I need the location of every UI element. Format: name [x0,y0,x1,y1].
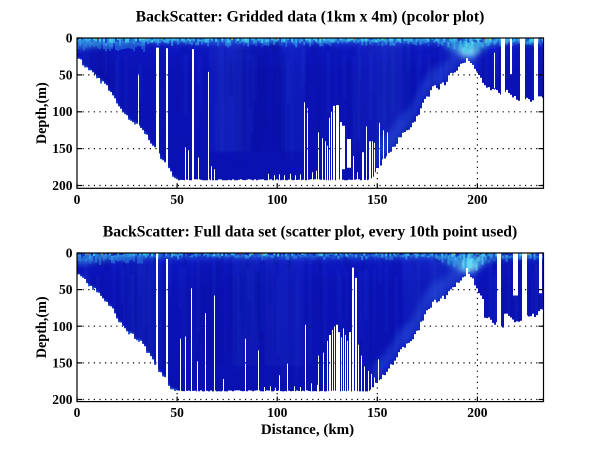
svg-text:200: 200 [467,192,488,207]
svg-text:BackScatter: Gridded data (1km: BackScatter: Gridded data (1km x 4m) (pc… [136,9,485,26]
svg-text:100: 100 [52,104,73,119]
svg-text:200: 200 [467,405,488,420]
svg-text:200: 200 [52,178,73,193]
svg-text:100: 100 [52,319,73,334]
svg-text:100: 100 [267,405,288,420]
svg-text:100: 100 [267,192,288,207]
svg-text:50: 50 [170,405,184,420]
svg-text:50: 50 [59,67,73,82]
svg-text:50: 50 [170,192,184,207]
svg-text:0: 0 [66,31,73,46]
svg-text:150: 150 [52,141,73,156]
svg-text:150: 150 [367,192,388,207]
svg-text:Depth,(m): Depth,(m) [34,82,50,144]
svg-text:200: 200 [52,392,73,407]
svg-text:150: 150 [367,405,388,420]
svg-text:150: 150 [52,355,73,370]
svg-text:0: 0 [66,246,73,261]
svg-text:0: 0 [74,192,81,207]
svg-text:Depth,(m): Depth,(m) [34,296,50,358]
svg-text:Distance, (km): Distance, (km) [261,422,354,438]
svg-text:50: 50 [59,282,73,297]
svg-text:0: 0 [74,405,81,420]
svg-text:BackScatter: Full data set (sc: BackScatter: Full data set (scatter plot… [103,224,518,241]
